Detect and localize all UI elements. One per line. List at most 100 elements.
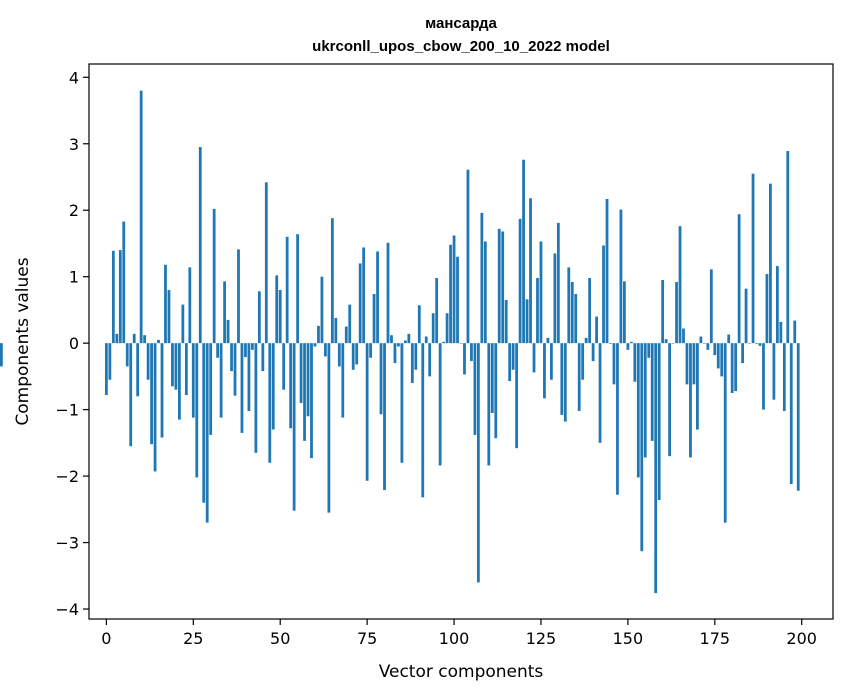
bar <box>466 169 470 344</box>
bar <box>473 343 477 435</box>
bar <box>636 343 640 478</box>
bar <box>209 343 213 435</box>
bar <box>184 343 188 395</box>
bar <box>476 343 480 583</box>
bar <box>758 343 762 346</box>
bar <box>560 343 564 415</box>
bar <box>129 343 133 447</box>
y-tick-label: −3 <box>55 534 79 553</box>
bar <box>744 288 748 344</box>
bar <box>609 343 612 344</box>
bar <box>334 317 338 344</box>
bar <box>647 343 651 358</box>
bar <box>400 343 404 463</box>
bar <box>390 335 393 344</box>
x-tick-label: 75 <box>357 629 377 648</box>
bar <box>782 343 786 411</box>
bar <box>376 251 379 344</box>
bar <box>654 343 658 594</box>
bar <box>657 343 661 501</box>
bar <box>612 343 616 385</box>
bar <box>251 343 254 350</box>
bar <box>164 264 167 344</box>
bar <box>595 316 598 344</box>
bar <box>796 343 800 491</box>
y-tick-label: 2 <box>69 201 79 220</box>
bars-group <box>0 90 800 594</box>
bar <box>543 343 546 399</box>
bar <box>452 235 456 344</box>
bar <box>240 343 244 433</box>
bar <box>310 343 313 459</box>
bar <box>271 343 275 430</box>
bar <box>598 343 602 443</box>
bar <box>456 256 459 344</box>
bar <box>414 343 418 370</box>
bar <box>730 343 734 394</box>
bar <box>219 343 223 418</box>
bar <box>407 333 411 344</box>
bar <box>292 343 296 511</box>
bar <box>675 282 678 344</box>
bar <box>605 198 609 344</box>
bar <box>299 343 303 403</box>
bar <box>737 214 741 344</box>
bar <box>438 343 442 466</box>
bar <box>570 282 574 344</box>
bar <box>417 305 421 344</box>
x-tick-label: 0 <box>101 629 111 648</box>
bar <box>278 289 282 344</box>
bar <box>584 337 588 344</box>
bar <box>365 343 369 481</box>
bar <box>511 343 515 370</box>
bar <box>344 326 348 344</box>
bar <box>689 343 692 458</box>
y-tick-label: 4 <box>69 68 79 87</box>
bar <box>244 343 247 358</box>
bar <box>709 269 713 344</box>
bar <box>132 333 136 344</box>
bar <box>178 343 181 420</box>
bar <box>678 226 682 344</box>
bar <box>643 343 647 458</box>
bar <box>108 343 112 380</box>
bar <box>118 250 122 344</box>
bar <box>779 321 783 344</box>
x-tick-label: 200 <box>786 629 817 648</box>
bar <box>261 343 265 372</box>
bar <box>383 343 386 491</box>
bar <box>640 343 644 552</box>
bar <box>341 343 345 418</box>
bar <box>160 343 164 438</box>
bar <box>727 334 731 344</box>
bar <box>122 221 126 344</box>
bar <box>306 343 310 417</box>
bar <box>765 274 769 344</box>
bar <box>150 343 153 445</box>
bar <box>157 339 160 344</box>
bar <box>664 339 668 344</box>
bar <box>337 343 341 367</box>
bar <box>682 328 685 344</box>
x-tick-label: 150 <box>613 629 644 648</box>
bar <box>671 343 675 344</box>
bar <box>692 343 696 385</box>
bar <box>480 212 484 344</box>
bar <box>762 343 765 410</box>
bar <box>285 236 289 344</box>
bar <box>369 343 372 358</box>
bar <box>626 343 630 350</box>
chart-title: мансарда <box>425 15 497 32</box>
bar <box>247 343 251 411</box>
bar <box>115 333 119 344</box>
bar <box>522 159 525 344</box>
bar <box>386 242 390 344</box>
bar <box>195 343 199 478</box>
bar <box>786 151 790 344</box>
bar <box>504 299 508 344</box>
bar <box>518 218 522 344</box>
bar <box>696 343 699 430</box>
bar <box>146 343 150 380</box>
bar <box>702 343 706 344</box>
bar <box>529 198 532 344</box>
